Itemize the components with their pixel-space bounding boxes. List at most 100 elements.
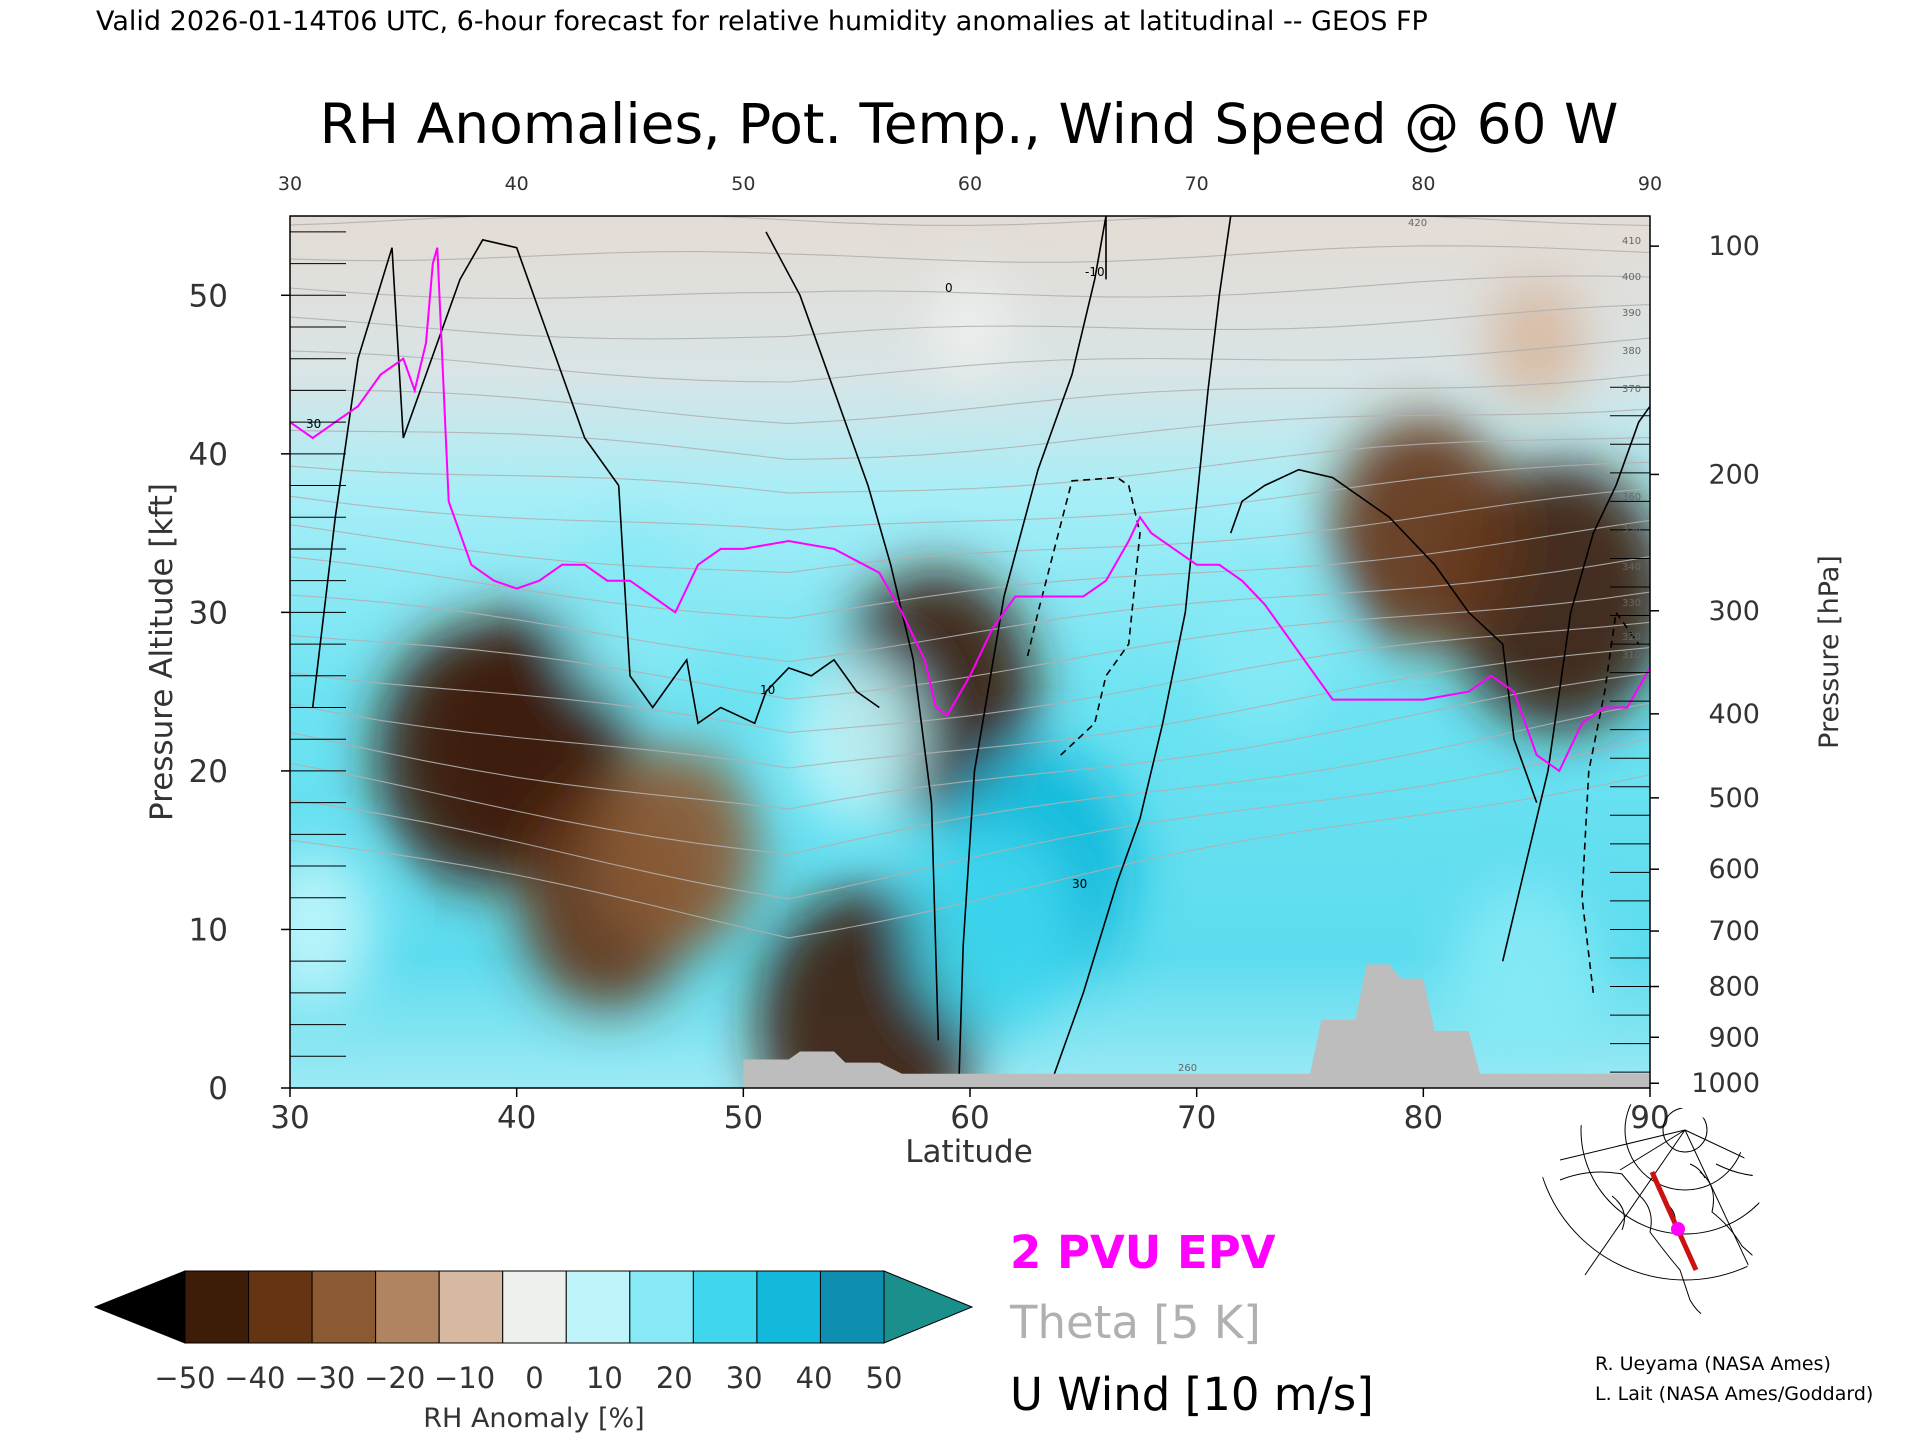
y2-tick-label-3: 400 (1708, 699, 1760, 730)
theta-label-7: 350 (1622, 524, 1641, 535)
theta-contour-11 (290, 437, 1650, 494)
x-axis-label: Latitude (905, 1134, 1033, 1170)
wind-contour-5 (1025, 476, 1141, 756)
theta-label-4: 380 (1622, 346, 1641, 357)
theta-label-3: 390 (1622, 308, 1641, 319)
header-line: Valid 2026-01-14T06 UTC, 6-hour forecast… (96, 6, 1428, 37)
wind-contour-2 (765, 231, 940, 1041)
theta-contour-9 (290, 487, 1650, 574)
wind-label-1: 10 (760, 683, 775, 697)
wind-contour-6 (1229, 468, 1538, 803)
y-tick-label-4: 40 (189, 437, 228, 473)
rh-anomaly-blob-9 (910, 826, 1075, 1033)
theta-label-1: 410 (1622, 236, 1641, 247)
theta-contour-14 (290, 337, 1650, 383)
wind-label-3: -10 (1085, 265, 1105, 279)
theta-contour-24 (290, 61, 1650, 74)
x-tick-label-3: 60 (950, 1100, 989, 1136)
theta-contour-0 (290, 774, 1650, 939)
section-line-60w (1649, 1170, 1699, 1272)
theta-label-0: 420 (1408, 218, 1427, 229)
x-tick-label-0: 30 (270, 1100, 309, 1136)
rh-anomaly-blob-15 (930, 271, 1010, 382)
theta-label-12: 260 (1178, 1063, 1197, 1074)
y-tick-label-3: 30 (189, 595, 228, 631)
theta-contour-4 (290, 647, 1650, 769)
theta-contour-1 (290, 737, 1650, 900)
x-tick-label-6: 90 (1630, 1100, 1669, 1136)
theta-contour-18 (290, 216, 1650, 227)
colorbar-bin-2 (311, 1270, 377, 1344)
inset-map (1536, 1103, 1760, 1323)
colorbar-tick-label-3: −20 (364, 1361, 425, 1395)
colorbar-tick-label-4: −10 (434, 1361, 495, 1395)
y-axis-label: Pressure Altitude [kft] (144, 483, 180, 821)
colorbar-tick-label-6: 10 (586, 1361, 623, 1395)
legend-epv: 2 PVU EPV (1010, 1226, 1276, 1279)
credit-line-1: R. Ueyama (NASA Ames) (1595, 1353, 1831, 1375)
colorbar: −50 −40 −30 −20 −10 0 10 20 30 40 50 (93, 1270, 974, 1395)
colorbar-bin-4 (438, 1270, 504, 1344)
x-tick-label-5: 80 (1404, 1100, 1443, 1136)
theta-label-8: 340 (1622, 562, 1641, 573)
x-top-tick-label-2: 50 (731, 173, 755, 195)
theta-contour-3 (290, 672, 1650, 810)
colorbar-tick-label-9: 40 (796, 1361, 833, 1395)
legend-epv-text: 2 PVU EPV (1010, 1226, 1276, 1279)
wind-contour-0 (311, 238, 620, 708)
colorbar-bin-9 (756, 1270, 821, 1344)
legend-theta-text: Theta [5 K] (1010, 1296, 1261, 1349)
colorbar-bin-6 (565, 1270, 631, 1344)
colorbar-tick-label-2: −30 (294, 1361, 355, 1395)
credit-line-2: L. Lait (NASA Ames/Goddard) (1595, 1383, 1874, 1405)
x-tick-label-4: 70 (1177, 1100, 1216, 1136)
y2-tick-label-8: 900 (1708, 1022, 1760, 1053)
colorbar-bin-5 (502, 1270, 567, 1344)
legend-wind-text: U Wind [10 m/s] (1010, 1368, 1374, 1421)
y2-tick-label-7: 800 (1708, 972, 1760, 1003)
legend-theta: Theta [5 K] (1010, 1296, 1261, 1349)
contour-labels: 420 410 400 390 380 370 360 350 340 330 320 310 260 3… (306, 218, 1641, 1074)
colorbar-bin-7 (629, 1270, 694, 1344)
rh-anomaly-blob-7 (1330, 417, 1517, 649)
x-top-tick-label-6: 90 (1638, 173, 1662, 195)
y-axis-right: 100 200 300 400 500 600 700 800 900 1000 (1610, 231, 1760, 1099)
chart-title: RH Anomalies, Pot. Temp., Wind Speed @ 6… (320, 92, 1619, 156)
colorbar-bin-8 (692, 1270, 758, 1344)
section-marker (1671, 1222, 1685, 1236)
theta-label-10: 320 (1622, 632, 1641, 643)
y2-axis-label: Pressure [hPa] (1814, 555, 1845, 749)
theta-contour-15 (290, 304, 1650, 340)
wind-contour-8 (1581, 610, 1640, 993)
theta-label-11: 310 (1622, 650, 1641, 661)
theta-label-9: 330 (1622, 598, 1641, 609)
theta-label-2: 400 (1622, 272, 1641, 283)
y2-tick-label-6: 700 (1708, 916, 1760, 947)
colorbar-high-arrow (883, 1270, 974, 1344)
y2-tick-label-2: 300 (1708, 596, 1760, 627)
colorbar-tick-label-1: −40 (224, 1361, 285, 1395)
x-axis-top: 30 40 50 60 70 80 90 (278, 173, 1662, 195)
theta-label-6: 360 (1622, 492, 1641, 503)
terrain-mask (743, 964, 1650, 1088)
y-tick-label-1: 10 (189, 912, 228, 948)
rh-anomaly-blob-12 (1196, 557, 1333, 732)
plot-area (290, 61, 1650, 1088)
x-top-tick-label-0: 30 (278, 173, 302, 195)
y2-tick-label-0: 100 (1708, 231, 1760, 262)
y2-tick-label-9: 1000 (1691, 1068, 1760, 1099)
rh-anomaly-field (290, 271, 1650, 1088)
colorbar-bin-0 (184, 1270, 250, 1344)
colorbar-tick-label-7: 20 (656, 1361, 693, 1395)
colorbar-tick-label-0: −50 (154, 1361, 215, 1395)
legend-wind: U Wind [10 m/s] (1010, 1368, 1374, 1421)
rh-anomaly-blob-3 (593, 747, 758, 954)
x-tick-label-1: 40 (497, 1100, 536, 1136)
x-tick-label-2: 50 (724, 1100, 763, 1136)
colorbar-tick-label-10: 50 (866, 1361, 903, 1395)
theta-label-5: 370 (1622, 384, 1641, 395)
theta-contour-16 (290, 275, 1650, 300)
wind-label-4: 30 (1072, 877, 1087, 891)
rh-anomaly-blob-16 (1488, 278, 1586, 408)
x-top-tick-label-4: 70 (1185, 173, 1209, 195)
